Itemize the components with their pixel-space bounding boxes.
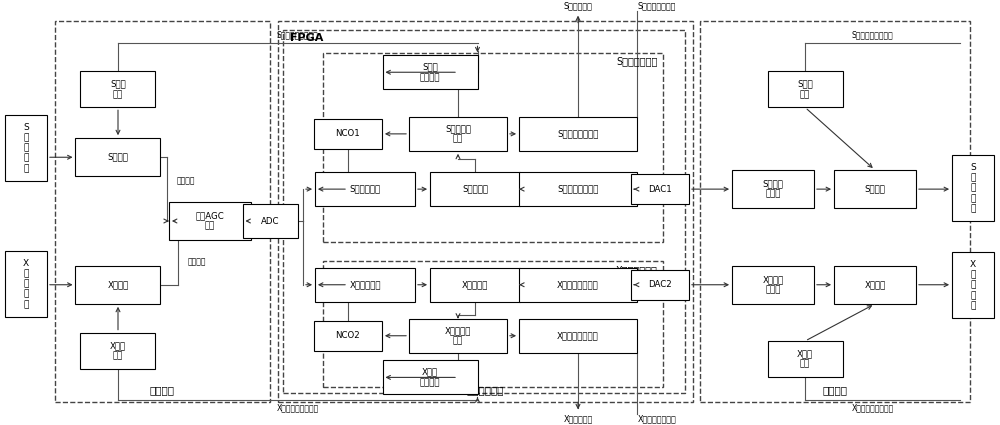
Text: NCO2: NCO2 — [336, 331, 360, 340]
Text: X载波捕获
跟踪: X载波捕获 跟踪 — [445, 326, 471, 346]
FancyBboxPatch shape — [768, 341, 842, 377]
Text: X
下
行
信
号: X 下 行 信 号 — [970, 260, 976, 311]
Text: S中频滤
波放大: S中频滤 波放大 — [763, 179, 783, 199]
Text: X中频滤
波放大: X中频滤 波放大 — [762, 275, 784, 295]
Text: DAC2: DAC2 — [648, 280, 672, 289]
Text: S
下
行
信
号: S 下 行 信 号 — [970, 163, 976, 214]
FancyBboxPatch shape — [409, 319, 507, 353]
Text: X接收本振频率控制: X接收本振频率控制 — [277, 404, 319, 413]
Text: ADC: ADC — [261, 216, 279, 226]
Text: S发射本振频率控制: S发射本振频率控制 — [852, 30, 893, 39]
Text: X
上
行
信
号: X 上 行 信 号 — [23, 258, 29, 309]
FancyBboxPatch shape — [834, 266, 916, 304]
Text: X测距解调与转发: X测距解调与转发 — [557, 280, 599, 289]
FancyBboxPatch shape — [409, 117, 507, 151]
FancyBboxPatch shape — [732, 170, 814, 208]
Text: S遥控副载波: S遥控副载波 — [564, 2, 592, 11]
Text: S中频信号处理: S中频信号处理 — [617, 57, 658, 67]
FancyBboxPatch shape — [80, 71, 155, 108]
FancyBboxPatch shape — [382, 55, 478, 89]
Text: X发射
本振: X发射 本振 — [797, 349, 813, 369]
FancyBboxPatch shape — [314, 119, 382, 149]
Text: S正交下变频: S正交下变频 — [349, 184, 381, 194]
Text: S上变频: S上变频 — [865, 184, 885, 194]
FancyBboxPatch shape — [834, 170, 916, 208]
Text: S发射
本振: S发射 本振 — [797, 79, 813, 99]
Text: NCO1: NCO1 — [336, 129, 360, 139]
Text: S遥控副载波解调: S遥控副载波解调 — [557, 129, 599, 139]
Text: S下变频: S下变频 — [108, 153, 128, 162]
FancyBboxPatch shape — [519, 172, 637, 206]
Text: S接收
本振: S接收 本振 — [110, 79, 126, 99]
FancyBboxPatch shape — [314, 321, 382, 351]
Text: 第二中频: 第二中频 — [188, 257, 207, 266]
FancyBboxPatch shape — [631, 270, 689, 300]
Text: S遥测副载波调制: S遥测副载波调制 — [638, 2, 676, 11]
FancyBboxPatch shape — [768, 71, 842, 108]
FancyBboxPatch shape — [75, 138, 160, 176]
Text: 接收通道: 接收通道 — [150, 385, 175, 395]
Text: X发射本振频率控制: X发射本振频率控制 — [851, 404, 894, 413]
FancyBboxPatch shape — [519, 268, 637, 302]
FancyBboxPatch shape — [75, 266, 160, 304]
Text: S相干
频率计算: S相干 频率计算 — [420, 62, 440, 82]
Text: X接收
本振: X接收 本振 — [110, 341, 126, 360]
Text: X遥测副载波调制: X遥测副载波调制 — [638, 414, 676, 423]
Text: 发射通道: 发射通道 — [822, 385, 848, 395]
Text: S接收本振频率控制: S接收本振频率控制 — [277, 30, 319, 39]
Text: X上变频: X上变频 — [864, 280, 886, 289]
Text: DAC1: DAC1 — [648, 184, 672, 194]
FancyBboxPatch shape — [519, 319, 637, 353]
Text: S测距解调与转发: S测距解调与转发 — [557, 184, 599, 194]
FancyBboxPatch shape — [80, 333, 155, 369]
FancyBboxPatch shape — [952, 252, 994, 318]
Text: X遥测副载波解调: X遥测副载波解调 — [557, 331, 599, 340]
Text: X下变频: X下变频 — [107, 280, 129, 289]
FancyBboxPatch shape — [519, 117, 637, 151]
Text: X正交下变频: X正交下变频 — [349, 280, 381, 289]
FancyBboxPatch shape — [243, 204, 298, 238]
FancyBboxPatch shape — [315, 172, 415, 206]
FancyBboxPatch shape — [382, 360, 478, 394]
Text: S
上
行
信
号: S 上 行 信 号 — [23, 122, 29, 173]
Text: X环路滤波: X环路滤波 — [462, 280, 488, 289]
Text: FPGA: FPGA — [290, 33, 323, 43]
Text: X遥控副载波: X遥控副载波 — [563, 414, 593, 423]
FancyBboxPatch shape — [430, 268, 520, 302]
Text: X中频信号处理: X中频信号处理 — [616, 265, 658, 275]
FancyBboxPatch shape — [631, 174, 689, 204]
Text: X相干
频率计算: X相干 频率计算 — [420, 368, 440, 387]
FancyBboxPatch shape — [732, 266, 814, 304]
FancyBboxPatch shape — [5, 115, 47, 181]
FancyBboxPatch shape — [952, 155, 994, 221]
Text: 数字基带处理: 数字基带处理 — [467, 385, 504, 395]
Text: 中频AGC
放大: 中频AGC 放大 — [196, 211, 224, 231]
Text: S环路滤波: S环路滤波 — [462, 184, 488, 194]
Text: S载波捕获
跟踪: S载波捕获 跟踪 — [445, 124, 471, 144]
FancyBboxPatch shape — [315, 268, 415, 302]
FancyBboxPatch shape — [5, 251, 47, 317]
Text: 第一中频: 第一中频 — [177, 176, 196, 185]
FancyBboxPatch shape — [169, 202, 251, 240]
FancyBboxPatch shape — [430, 172, 520, 206]
